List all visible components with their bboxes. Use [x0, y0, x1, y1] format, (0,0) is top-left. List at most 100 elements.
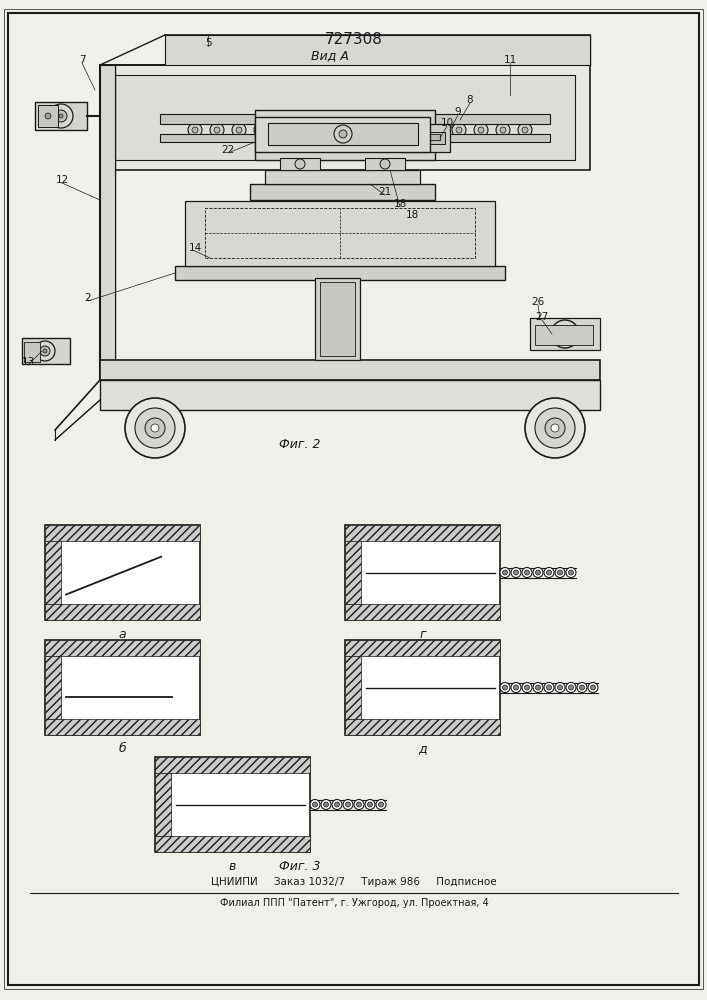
Circle shape: [522, 568, 532, 578]
Circle shape: [518, 123, 532, 137]
Circle shape: [474, 123, 488, 137]
Circle shape: [342, 123, 356, 137]
Circle shape: [321, 800, 331, 810]
Bar: [205, 208, 475, 258]
Text: 11: 11: [503, 55, 517, 65]
Text: Фиг. 3: Фиг. 3: [279, 860, 321, 874]
Bar: [35, 102, 87, 130]
Circle shape: [535, 685, 540, 690]
Bar: [45, 719, 200, 735]
Circle shape: [334, 125, 352, 143]
Circle shape: [376, 800, 386, 810]
Circle shape: [500, 568, 510, 578]
Circle shape: [522, 127, 528, 133]
Bar: [100, 360, 600, 380]
Circle shape: [346, 127, 352, 133]
Circle shape: [558, 327, 572, 341]
Circle shape: [45, 113, 51, 119]
Bar: [160, 114, 550, 124]
Bar: [115, 75, 575, 160]
Circle shape: [295, 159, 305, 169]
Text: 27: 27: [535, 312, 549, 322]
Bar: [315, 278, 360, 360]
Circle shape: [533, 682, 543, 692]
Bar: [160, 134, 550, 142]
Circle shape: [343, 800, 353, 810]
Bar: [45, 541, 61, 604]
Circle shape: [254, 123, 268, 137]
Circle shape: [356, 802, 361, 807]
Bar: [250, 184, 435, 200]
Bar: [45, 656, 61, 719]
Bar: [155, 773, 171, 836]
Circle shape: [324, 802, 329, 807]
Circle shape: [210, 123, 224, 137]
Circle shape: [566, 568, 576, 578]
Text: в: в: [229, 859, 236, 872]
Bar: [345, 640, 500, 735]
Circle shape: [387, 130, 392, 135]
Bar: [345, 525, 500, 541]
Bar: [255, 110, 435, 160]
Bar: [535, 325, 593, 345]
Circle shape: [544, 682, 554, 692]
Circle shape: [55, 110, 67, 122]
Circle shape: [312, 802, 317, 807]
Bar: [345, 719, 500, 735]
Circle shape: [368, 802, 373, 807]
Circle shape: [302, 127, 308, 133]
Circle shape: [513, 570, 518, 575]
Circle shape: [434, 127, 440, 133]
Bar: [45, 604, 200, 620]
Circle shape: [310, 800, 320, 810]
Bar: [45, 640, 200, 656]
Text: 13: 13: [21, 357, 35, 367]
Circle shape: [385, 128, 395, 138]
Circle shape: [317, 130, 322, 135]
Circle shape: [368, 127, 374, 133]
Bar: [268, 123, 418, 145]
Circle shape: [568, 570, 573, 575]
Bar: [365, 158, 405, 170]
Circle shape: [588, 682, 598, 692]
Circle shape: [258, 127, 264, 133]
Circle shape: [353, 130, 358, 135]
Text: 7: 7: [78, 55, 86, 65]
Circle shape: [40, 346, 50, 356]
Bar: [255, 117, 430, 152]
Text: Вид А: Вид А: [311, 49, 349, 62]
Bar: [100, 380, 600, 410]
Bar: [100, 65, 590, 170]
Text: д: д: [418, 742, 427, 756]
Circle shape: [412, 127, 418, 133]
Bar: [280, 158, 320, 170]
Bar: [345, 541, 361, 604]
Bar: [405, 132, 445, 144]
Circle shape: [547, 570, 551, 575]
Circle shape: [525, 570, 530, 575]
Circle shape: [151, 424, 159, 432]
Circle shape: [547, 685, 551, 690]
Circle shape: [456, 127, 462, 133]
Text: 14: 14: [188, 243, 201, 253]
Circle shape: [513, 685, 518, 690]
Circle shape: [364, 123, 378, 137]
Circle shape: [354, 800, 364, 810]
Circle shape: [503, 685, 508, 690]
Text: 10: 10: [440, 118, 454, 128]
Bar: [345, 640, 500, 656]
Circle shape: [236, 127, 242, 133]
Bar: [155, 757, 310, 852]
Circle shape: [145, 418, 165, 438]
Bar: [24, 342, 40, 362]
Circle shape: [555, 682, 565, 692]
Bar: [345, 525, 500, 620]
Circle shape: [590, 685, 595, 690]
Circle shape: [386, 123, 400, 137]
Circle shape: [580, 685, 585, 690]
Circle shape: [59, 114, 63, 118]
Text: ЦНИИПИ     Заказ 1032/7     Тираж 986     Подписное: ЦНИИПИ Заказ 1032/7 Тираж 986 Подписное: [211, 877, 497, 887]
Text: Фиг. 2: Фиг. 2: [279, 438, 321, 452]
Circle shape: [535, 408, 575, 448]
Bar: [265, 170, 420, 184]
